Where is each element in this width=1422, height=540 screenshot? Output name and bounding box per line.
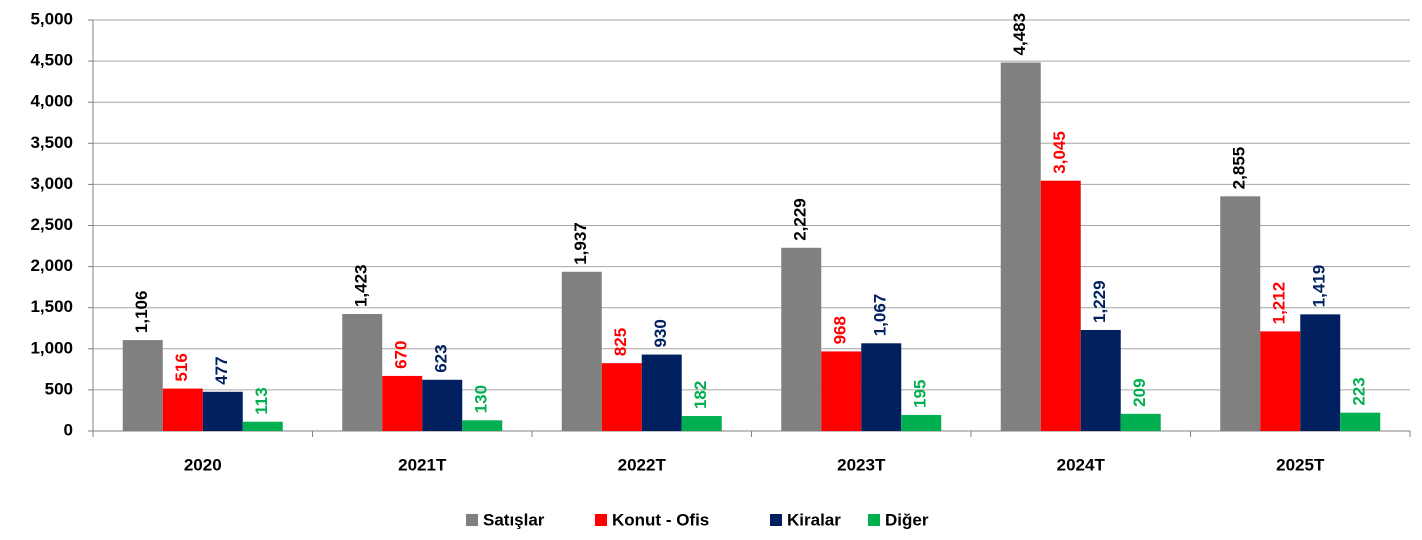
y-tick-label: 3,000 [30, 174, 73, 193]
data-label: 195 [911, 380, 930, 408]
legend-swatch [868, 514, 880, 526]
bar [781, 247, 822, 431]
bar [1000, 62, 1041, 431]
y-tick-label: 1,000 [30, 338, 73, 357]
bar [162, 388, 203, 431]
data-label: 182 [691, 381, 710, 409]
legend-label: Konut - Ofis [612, 510, 709, 529]
data-label: 3,045 [1050, 131, 1069, 174]
x-tick-label: 2023T [837, 455, 886, 474]
data-label: 1,212 [1270, 282, 1289, 325]
y-tick-label: 0 [64, 420, 73, 439]
bar [122, 340, 163, 431]
bar [861, 343, 902, 431]
bar [462, 420, 503, 431]
bar [1120, 413, 1161, 431]
legend-label: Diğer [885, 510, 929, 529]
data-label: 113 [252, 387, 271, 414]
bar [1300, 314, 1341, 431]
data-label: 1,937 [571, 222, 590, 265]
y-tick-label: 4,000 [30, 92, 73, 111]
y-tick-label: 4,500 [30, 51, 73, 70]
y-tick-label: 5,000 [30, 9, 73, 28]
data-label: 623 [432, 344, 451, 372]
legend-label: Kiralar [787, 510, 841, 529]
bar [821, 351, 862, 431]
bar [1260, 331, 1301, 431]
data-label: 516 [172, 353, 191, 381]
data-label: 930 [651, 319, 670, 347]
x-tick-label: 2020 [184, 455, 222, 474]
x-tick-label: 2021T [398, 455, 447, 474]
data-label: 670 [392, 341, 411, 369]
data-label: 1,067 [871, 294, 890, 337]
data-label: 1,423 [352, 264, 371, 307]
data-label: 2,229 [791, 198, 810, 241]
legend-label: Satışlar [483, 510, 545, 529]
x-tick-label: 2024T [1057, 455, 1106, 474]
data-label: 2,855 [1230, 147, 1249, 190]
bar [1080, 329, 1121, 431]
data-label: 223 [1350, 377, 1369, 405]
data-label: 1,419 [1310, 265, 1329, 308]
bar [242, 421, 283, 431]
data-label: 1,229 [1090, 280, 1109, 323]
data-label: 825 [611, 328, 630, 356]
bar [681, 416, 722, 431]
legend-swatch [595, 514, 607, 526]
legend-swatch [770, 514, 782, 526]
y-tick-label: 1,500 [30, 297, 73, 316]
y-tick-label: 2,500 [30, 215, 73, 234]
y-tick-label: 2,000 [30, 256, 73, 275]
bar [1040, 180, 1081, 431]
bar [422, 379, 463, 431]
bar [601, 363, 642, 431]
bar [202, 391, 243, 431]
bar [1220, 196, 1261, 431]
data-label: 477 [212, 356, 231, 384]
bar [641, 354, 682, 431]
data-label: 1,106 [132, 291, 151, 334]
legend-swatch [466, 514, 478, 526]
bar [1340, 412, 1381, 431]
y-tick-label: 3,500 [30, 133, 73, 152]
data-label: 4,483 [1010, 13, 1029, 56]
x-tick-label: 2022T [618, 455, 667, 474]
bar [901, 414, 942, 431]
data-label: 130 [472, 385, 491, 413]
data-label: 209 [1130, 378, 1149, 406]
bar [561, 271, 602, 431]
bar [382, 375, 423, 431]
y-tick-label: 500 [45, 379, 73, 398]
x-tick-label: 2025T [1276, 455, 1325, 474]
bar [342, 314, 383, 431]
data-label: 968 [831, 316, 850, 344]
